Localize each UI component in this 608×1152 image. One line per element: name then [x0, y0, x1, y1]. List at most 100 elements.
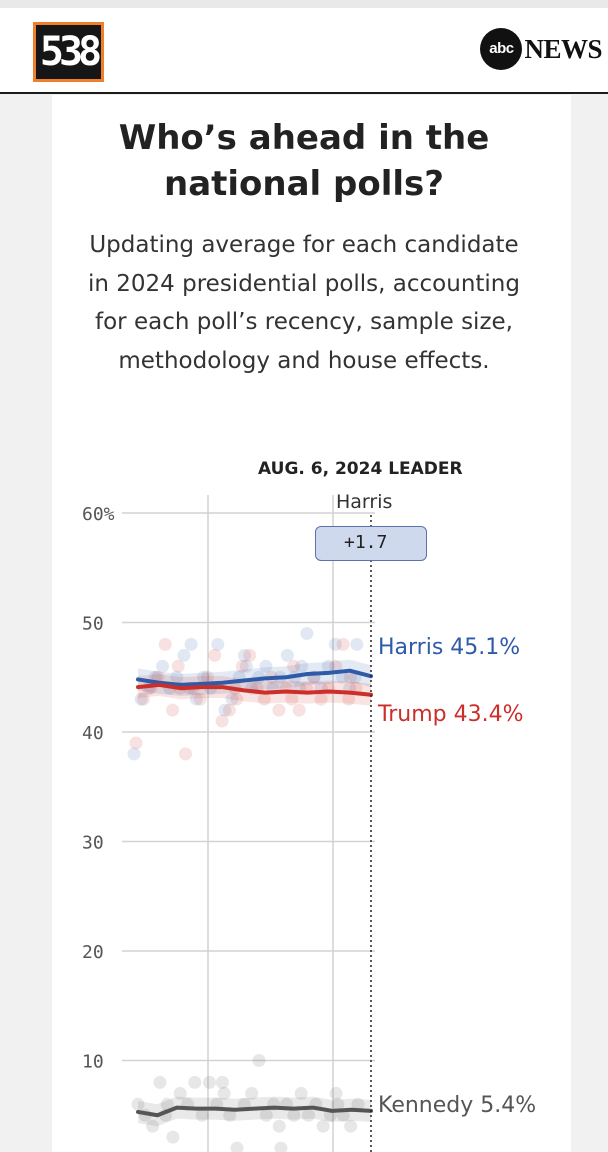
trump-poll-dot — [171, 659, 185, 673]
trump-poll-dot — [215, 714, 229, 728]
kennedy-poll-dot — [294, 1086, 308, 1100]
y-tick-label: 50 — [82, 614, 104, 635]
kennedy-poll-dot — [146, 1119, 160, 1133]
harris-poll-dot — [259, 659, 273, 673]
tick-label-bg — [78, 828, 122, 853]
trump-poll-dot — [314, 692, 328, 706]
kennedy-poll-dot — [215, 1075, 229, 1089]
kennedy-poll-dot — [173, 1086, 187, 1100]
title-line-2: national polls? — [163, 164, 445, 204]
site-header: 538 abc NEWS — [0, 8, 608, 94]
trump-poll-dot — [136, 692, 150, 706]
tick-label-bg — [78, 1047, 122, 1072]
trump-poll-dot — [243, 648, 257, 662]
trump-poll-dot — [158, 637, 172, 651]
kennedy-poll-dot — [351, 1097, 365, 1111]
trump-poll-dot — [342, 692, 356, 706]
harris-average-line — [136, 668, 373, 687]
harris-poll-dot — [280, 648, 294, 662]
harris-poll-dot — [134, 692, 148, 706]
kennedy-poll-dot — [316, 1119, 330, 1133]
leader-date-label: AUG. 6, 2024 LEADER — [258, 459, 463, 479]
y-tick-label: 30 — [82, 833, 104, 854]
trump-end-label: Trump 43.4% — [378, 702, 524, 727]
harris-poll-dot — [127, 747, 141, 761]
kennedy-poll-dot — [230, 1141, 244, 1152]
harris-poll-dot — [350, 637, 364, 651]
trump-poll-dot — [235, 659, 249, 673]
kennedy-poll-dot — [160, 1097, 174, 1111]
harris-poll-dot — [156, 659, 170, 673]
title-line-1: Who’s ahead in the — [118, 118, 490, 158]
trump-poll-dot — [208, 648, 222, 662]
kennedy-poll-dot — [272, 1119, 286, 1133]
kennedy-poll-dot — [217, 1086, 231, 1100]
y-tick-label: 20 — [82, 942, 104, 963]
abc-circle-icon: abc — [480, 28, 523, 70]
kennedy-poll-dot — [202, 1075, 216, 1089]
page-title: Who’s ahead in the national polls? — [0, 115, 608, 207]
trump-average-line — [136, 682, 373, 697]
trump-poll-dot — [179, 747, 193, 761]
abc-news-wordmark: NEWS — [524, 33, 602, 64]
kennedy-poll-dot — [195, 1108, 209, 1122]
harris-poll-dot — [189, 692, 203, 706]
trump-poll-dot — [292, 703, 306, 717]
trump-poll-dot — [129, 736, 143, 750]
538-logo-text: 538 — [36, 25, 102, 79]
trump-poll-dot — [336, 637, 350, 651]
harris-poll-dot — [170, 670, 184, 684]
tick-label-bg — [78, 938, 122, 962]
kennedy-poll-dot — [166, 1130, 180, 1144]
tick-label-bg — [78, 719, 122, 743]
trump-poll-dot — [193, 692, 207, 706]
kennedy-poll-dot — [287, 1108, 301, 1122]
harris-poll-dot — [239, 659, 253, 673]
trump-poll-dot — [287, 659, 301, 673]
harris-poll-dot — [336, 670, 350, 684]
y-tick-label: 10 — [82, 1052, 104, 1073]
trump-poll-dot — [329, 659, 343, 673]
top-strip — [0, 0, 608, 8]
kennedy-poll-dot — [188, 1075, 202, 1089]
average-lines — [136, 668, 373, 1118]
harris-poll-dot — [295, 659, 309, 673]
kennedy-uncertainty-band — [138, 1096, 371, 1127]
harris-poll-dot — [321, 659, 335, 673]
kennedy-poll-dot — [344, 1119, 358, 1133]
kennedy-poll-dot — [259, 1108, 273, 1122]
kennedy-poll-dot — [329, 1086, 343, 1100]
kennedy-end-label: Kennedy 5.4% — [378, 1093, 537, 1118]
y-axis-tick-labels: 10 20 30 40 50 60% — [78, 500, 122, 1073]
538-logo[interactable]: 538 — [33, 22, 104, 82]
harris-poll-dot — [218, 703, 232, 717]
trump-poll-dot — [343, 670, 357, 684]
kennedy-poll-dot — [131, 1097, 145, 1111]
tick-label-bg — [78, 500, 122, 524]
kennedy-poll-dot — [223, 1108, 237, 1122]
trump-poll-dot — [222, 703, 236, 717]
kennedy-poll-dot — [331, 1097, 345, 1111]
abc-news-logo[interactable]: abc NEWS — [480, 28, 602, 70]
poll-dots — [127, 626, 365, 1152]
kennedy-average-line — [136, 1105, 373, 1118]
leader-name: Harris — [336, 491, 393, 513]
harris-poll-dot — [177, 648, 191, 662]
trump-poll-dot — [257, 692, 271, 706]
harris-end-label: Harris 45.1% — [378, 635, 521, 660]
y-tick-label: 40 — [82, 723, 104, 744]
y-tick-label: 60% — [82, 504, 115, 525]
kennedy-poll-dot — [274, 1141, 288, 1152]
harris-poll-dot — [225, 692, 239, 706]
trump-poll-dot — [272, 703, 286, 717]
page-subtitle: Updating average for each candidate in 2… — [88, 232, 520, 374]
trump-poll-dot — [230, 692, 244, 706]
trump-poll-dot — [200, 670, 214, 684]
kennedy-poll-dot — [153, 1075, 167, 1089]
chart-card — [52, 95, 571, 1152]
harris-poll-dot — [197, 670, 211, 684]
harris-poll-dot — [184, 637, 198, 651]
tick-label-bg — [78, 609, 122, 634]
kennedy-poll-dot — [301, 1108, 315, 1122]
